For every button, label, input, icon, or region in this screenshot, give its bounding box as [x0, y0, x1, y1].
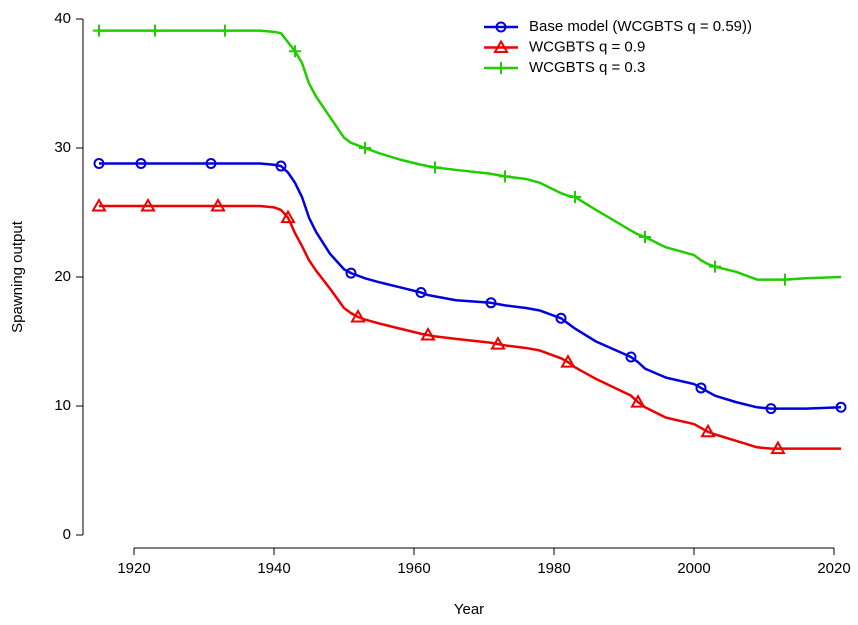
legend-label: WCGBTS q = 0.9 [529, 38, 645, 55]
y-tick-label: 40 [54, 10, 71, 27]
x-tick-label: 2000 [677, 560, 710, 577]
marker [709, 260, 721, 273]
legend-label: Base model (WCGBTS q = 0.59)) [529, 18, 752, 35]
y-tick-label: 30 [54, 139, 71, 156]
marker [765, 403, 777, 415]
x-axis-title: Year [454, 601, 484, 618]
marker [835, 401, 847, 413]
marker [280, 209, 296, 224]
marker [499, 170, 511, 183]
marker [779, 273, 791, 286]
x-tick-label: 1980 [537, 560, 570, 577]
y-tick-label: 10 [54, 397, 71, 414]
y-tick-label: 20 [54, 268, 71, 285]
marker [695, 382, 707, 394]
marker [415, 286, 427, 298]
legend-label: WCGBTS q = 0.3 [529, 59, 645, 76]
marker [93, 157, 105, 169]
y-tick-label: 0 [63, 526, 71, 543]
series-line [99, 204, 841, 450]
marker [560, 354, 576, 368]
marker [289, 45, 301, 58]
series-line [99, 29, 842, 281]
y-axis-title: Spawning output [9, 220, 26, 333]
marker [569, 191, 581, 204]
marker [93, 24, 105, 37]
legend-marker [493, 39, 509, 53]
x-tick-label: 2020 [817, 560, 850, 577]
marker [210, 198, 226, 212]
marker [91, 198, 107, 212]
marker [420, 327, 436, 341]
marker [429, 161, 441, 174]
marker [140, 198, 156, 212]
marker [205, 157, 217, 169]
x-tick-label: 1960 [397, 560, 430, 577]
marker [135, 157, 147, 169]
x-tick-label: 1940 [257, 560, 290, 577]
marker [345, 267, 357, 279]
marker [639, 231, 651, 244]
x-tick-label: 1920 [117, 560, 150, 577]
marker [219, 24, 231, 37]
legend-marker [495, 62, 507, 74]
legend-marker [495, 21, 507, 33]
marker [485, 297, 497, 309]
series-line [99, 162, 842, 410]
marker [350, 308, 366, 323]
marker [490, 336, 506, 350]
marker [625, 351, 637, 363]
marker [555, 312, 567, 324]
marker [149, 24, 161, 37]
marker [630, 394, 646, 408]
marker [700, 423, 716, 438]
marker [359, 142, 371, 154]
marker [275, 160, 287, 172]
marker [770, 440, 786, 455]
